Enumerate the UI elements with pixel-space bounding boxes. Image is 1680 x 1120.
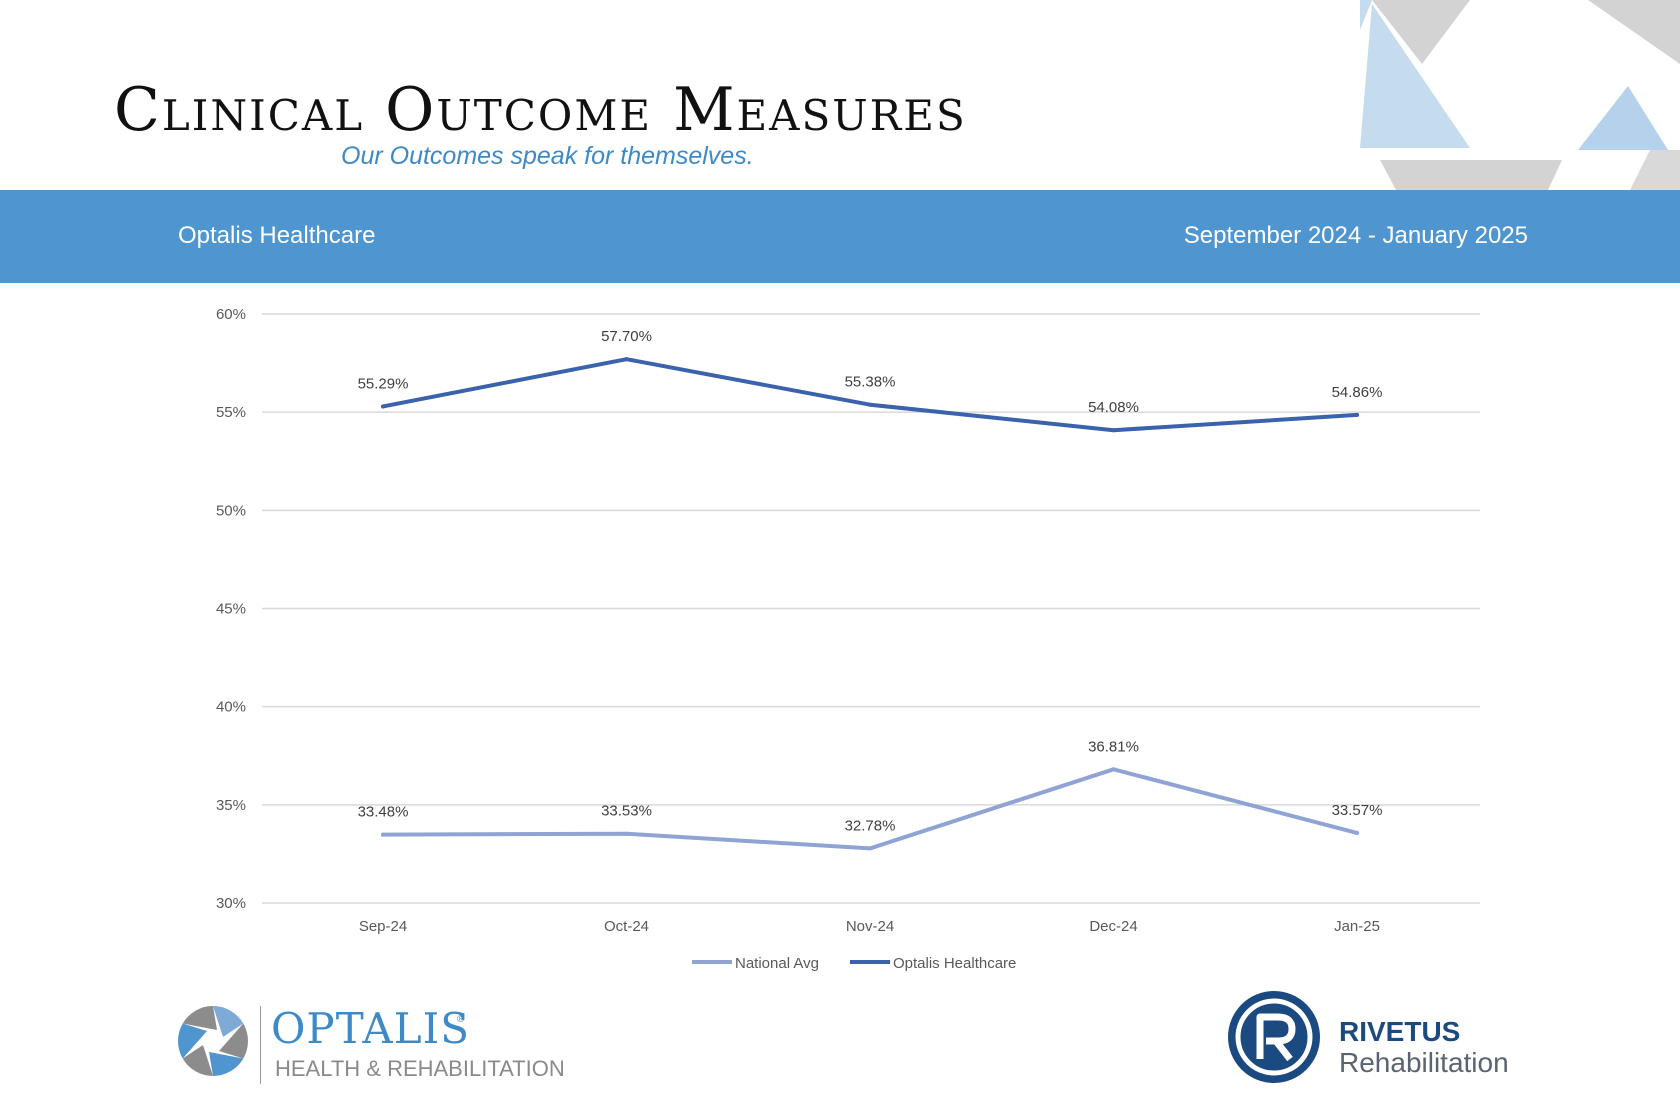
r-circle-icon (1228, 991, 1320, 1083)
data-point (1355, 412, 1359, 417)
data-point (1111, 428, 1116, 433)
data-point (624, 831, 629, 836)
header-band: Optalis Healthcare September 2024 - Janu… (0, 190, 1680, 283)
data-point (868, 402, 872, 407)
rivetus-logo-name: RIVETUS (1339, 1016, 1461, 1047)
data-label: 54.86% (1332, 384, 1383, 401)
data-point (1355, 830, 1359, 835)
data-label: 55.38% (845, 374, 896, 391)
aperture-icon (178, 1006, 248, 1076)
series-line (381, 767, 1359, 851)
data-label: 33.57% (1332, 802, 1383, 819)
y-tick-label: 50% (216, 502, 246, 519)
reporting-period: September 2024 - January 2025 (1183, 222, 1528, 249)
logo-divider (260, 1006, 261, 1084)
data-label: 57.70% (601, 328, 652, 345)
data-point (624, 357, 629, 362)
data-point (381, 832, 385, 837)
line-chart: 60% 55% 50% 45% 40% 35% 30% Sep-24 Oct-24 Nov-24 D… (216, 306, 1480, 972)
y-tick-label: 35% (216, 797, 246, 814)
y-tick-label: 30% (216, 895, 246, 912)
optalis-registered-mark: ® (457, 1014, 465, 1025)
page-subtitle: Our Outcomes speak for themselves. (341, 142, 754, 170)
legend-label: National Avg (735, 955, 819, 972)
data-point (868, 846, 872, 851)
legend-label: Optalis Healthcare (893, 955, 1016, 972)
data-label: 33.48% (358, 804, 409, 821)
x-tick-label: Nov-24 (846, 918, 894, 935)
y-tick-label: 40% (216, 699, 246, 716)
facility-name: Optalis Healthcare (178, 222, 376, 249)
data-label: 36.81% (1088, 738, 1139, 755)
background-decoration (1360, 0, 1680, 190)
data-point (1111, 767, 1116, 772)
x-tick-label: Jan-25 (1334, 918, 1380, 935)
optalis-logo-tagline: HEALTH & REHABILITATION (275, 1056, 565, 1081)
y-tick-label: 60% (216, 306, 246, 323)
data-label: 54.08% (1088, 399, 1139, 416)
x-tick-label: Oct-24 (604, 918, 649, 935)
data-label: 32.78% (845, 817, 896, 834)
y-tick-label: 55% (216, 404, 246, 421)
data-label: 55.29% (358, 375, 409, 392)
data-point (381, 404, 385, 409)
page-title: Clinical Outcome Measures (114, 75, 967, 145)
series-line (381, 357, 1359, 433)
data-label: 33.53% (601, 803, 652, 820)
x-tick-label: Dec-24 (1089, 918, 1137, 935)
y-tick-label: 45% (216, 601, 246, 618)
x-tick-label: Sep-24 (359, 918, 407, 935)
rivetus-logo-tagline: Rehabilitation (1339, 1047, 1509, 1078)
optalis-logo-name: OPTALIS (271, 1004, 470, 1053)
